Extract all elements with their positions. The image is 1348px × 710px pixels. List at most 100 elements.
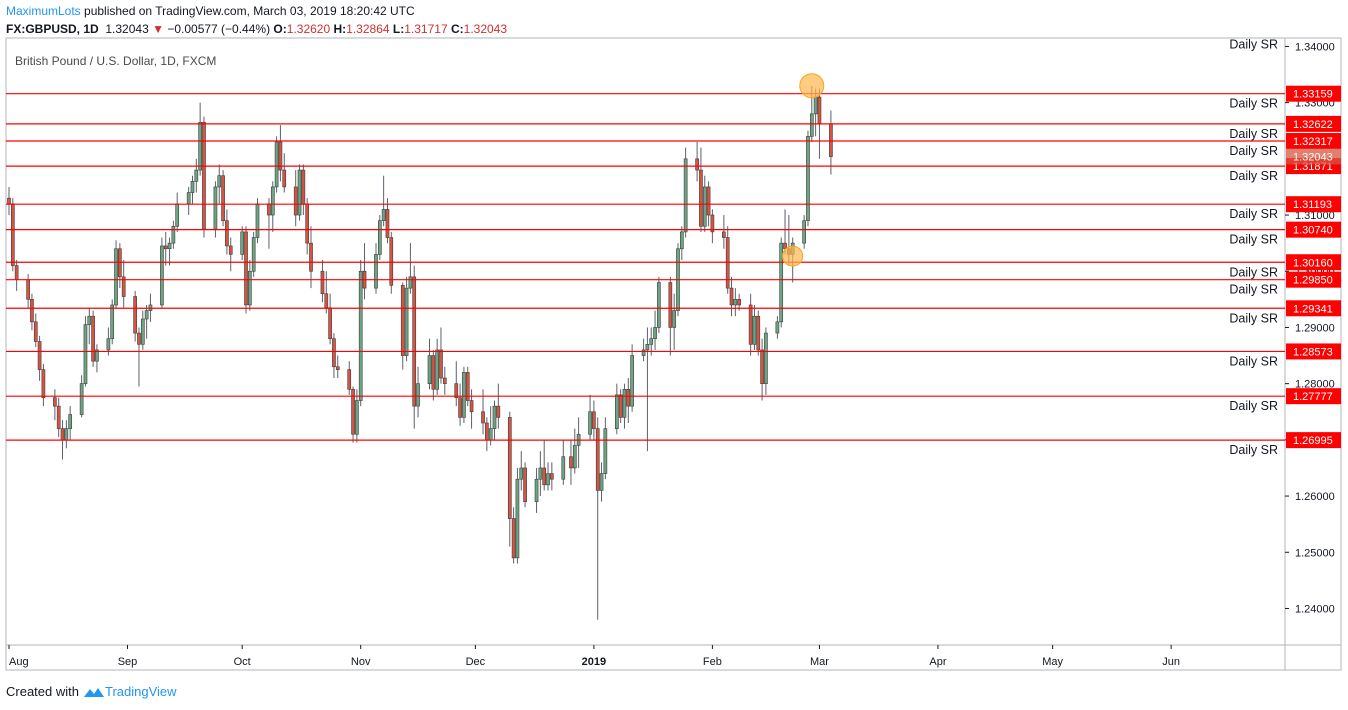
candle-down [332, 338, 336, 368]
sr-price-tag-bg [1286, 133, 1341, 150]
y-tick-label: 1.25000 [1295, 547, 1335, 559]
candle-up [110, 304, 115, 339]
high-value: 1.32864 [346, 22, 390, 36]
candle-down [335, 366, 340, 370]
candle-down [267, 203, 271, 216]
candle-up [358, 270, 363, 401]
candle-down [320, 270, 325, 295]
candle-up [374, 254, 378, 289]
price-change: −0.00577 (−0.44%) [167, 22, 271, 36]
last-price: 1.32043 [105, 22, 149, 36]
candle-up [641, 349, 646, 356]
candle-down [389, 237, 394, 286]
candle-down [431, 355, 436, 390]
candle-down [133, 296, 137, 334]
candle-up [274, 141, 279, 188]
candle-down [695, 158, 699, 171]
candle-down [458, 397, 462, 418]
candle-down [309, 242, 313, 272]
candle-down [225, 220, 229, 247]
candle-down [729, 287, 734, 306]
candle-down [163, 245, 168, 250]
y-tick-label: 1.24000 [1295, 603, 1335, 615]
candle-down [10, 203, 15, 266]
candle-down [756, 315, 761, 351]
candle-up [683, 158, 688, 233]
open-value: 1.32620 [286, 22, 331, 36]
sr-price-tag: 1.28573 [1293, 346, 1333, 358]
sr-label: Daily SR [1229, 127, 1278, 141]
candle-up [186, 192, 191, 205]
candle-down [412, 276, 417, 407]
down-arrow-icon: ▼ [152, 22, 164, 36]
sr-label: Daily SR [1229, 311, 1278, 325]
candle-down [121, 276, 126, 297]
sr-price-tag-bg [1286, 254, 1341, 271]
candle-up [144, 310, 149, 320]
low-value: 1.31717 [404, 22, 448, 36]
candle-down [221, 175, 225, 221]
x-tick-label: Aug [9, 656, 29, 668]
candle-down [324, 293, 329, 309]
sr-label: Daily SR [1229, 443, 1278, 457]
highlight-circle [782, 245, 804, 267]
candle-up [175, 203, 180, 227]
candle-down [347, 369, 352, 390]
sr-label: Daily SR [1229, 265, 1278, 279]
candle-up [404, 287, 409, 356]
candle-up [435, 349, 439, 390]
chart-frame [5, 37, 1342, 671]
candle-up [538, 467, 543, 480]
candle-down [60, 428, 65, 441]
candle-up [488, 428, 493, 441]
high-label: H: [333, 22, 347, 36]
candle-down [282, 169, 287, 188]
x-tick-label: Oct [234, 656, 251, 668]
highlight-markers [782, 73, 825, 267]
candle-up [79, 383, 84, 415]
candle-up [775, 321, 780, 334]
candle-up [630, 355, 634, 407]
chart-title: British Pound / U.S. Dollar, 1D, FXCM [15, 54, 216, 68]
candle-up [492, 405, 497, 429]
candle-down [592, 411, 596, 429]
candle-down [91, 315, 95, 362]
candle-up [515, 478, 520, 559]
candle-down [385, 209, 390, 238]
candle-down [7, 197, 11, 205]
candle-down [41, 369, 46, 399]
candle-down [439, 349, 443, 379]
sr-price-tag-bg [1286, 300, 1341, 317]
low-label: L: [392, 22, 405, 36]
candle-up [622, 388, 627, 418]
candle-down [37, 341, 42, 370]
candle-up [106, 338, 111, 351]
sr-price-tag: 1.27777 [1293, 391, 1333, 403]
candle-up [213, 186, 218, 230]
candle-up [377, 220, 382, 255]
x-tick-label: Jun [1162, 656, 1180, 668]
sr-label-top: Daily SR [1229, 38, 1278, 52]
x-tick-label: May [1042, 656, 1063, 668]
created-with-text: Created with [6, 684, 79, 699]
candle-down [351, 388, 355, 435]
tradingview-link[interactable]: TradingView [104, 684, 177, 699]
candle-up [603, 428, 608, 474]
candle-up [519, 467, 524, 480]
sr-price-tag: 1.32622 [1293, 119, 1333, 131]
candle-up [160, 245, 164, 306]
price-chart[interactable]: British Pound / U.S. Dollar, 1D, FXCM 1.… [0, 0, 1348, 680]
candle-down [481, 411, 485, 424]
candle-up [217, 175, 222, 188]
y-tick-label: 1.28000 [1295, 379, 1335, 391]
candle-up [427, 355, 432, 384]
sr-label: Daily SR [1229, 233, 1278, 247]
sr-price-tag-bg [1286, 115, 1341, 132]
author-link[interactable]: MaximumLots [6, 4, 81, 18]
publish-info: MaximumLots published on TradingView.com… [6, 4, 415, 18]
sr-price-tag: 1.32317 [1293, 136, 1333, 148]
candle-up [255, 203, 260, 238]
candle-down [56, 405, 61, 429]
candle-up [572, 445, 577, 469]
candle-down [400, 284, 405, 356]
